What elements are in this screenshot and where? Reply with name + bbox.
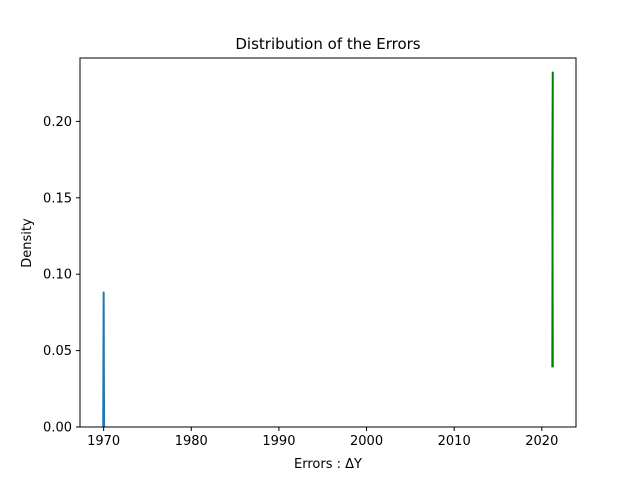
- x-tick-label: 2000: [350, 434, 383, 449]
- y-axis: 0.00 0.05 0.10 0.15 0.20: [43, 115, 80, 436]
- x-tick-label: 2010: [438, 434, 471, 449]
- series-layer: [102, 71, 554, 428]
- y-axis-label: Density: [20, 218, 35, 268]
- x-tick-label: 1970: [87, 434, 120, 449]
- chart-title: Distribution of the Errors: [235, 35, 420, 53]
- y-tick-label: 0.05: [43, 344, 72, 359]
- x-axis-label: Errors : ΔY: [294, 457, 362, 472]
- x-tick-label: 1980: [175, 434, 208, 449]
- series-line-1: [102, 291, 106, 428]
- y-tick-label: 0.10: [43, 268, 72, 283]
- plot-frame: [79, 57, 577, 428]
- x-tick-label: 2020: [525, 434, 558, 449]
- x-axis: 1970 1980 1990 2000 2010 2020: [87, 427, 558, 449]
- y-tick-label: 0.00: [43, 421, 72, 436]
- y-tick-label: 0.15: [43, 191, 72, 206]
- y-tick-label: 0.20: [43, 115, 72, 130]
- x-tick-label: 1990: [262, 434, 295, 449]
